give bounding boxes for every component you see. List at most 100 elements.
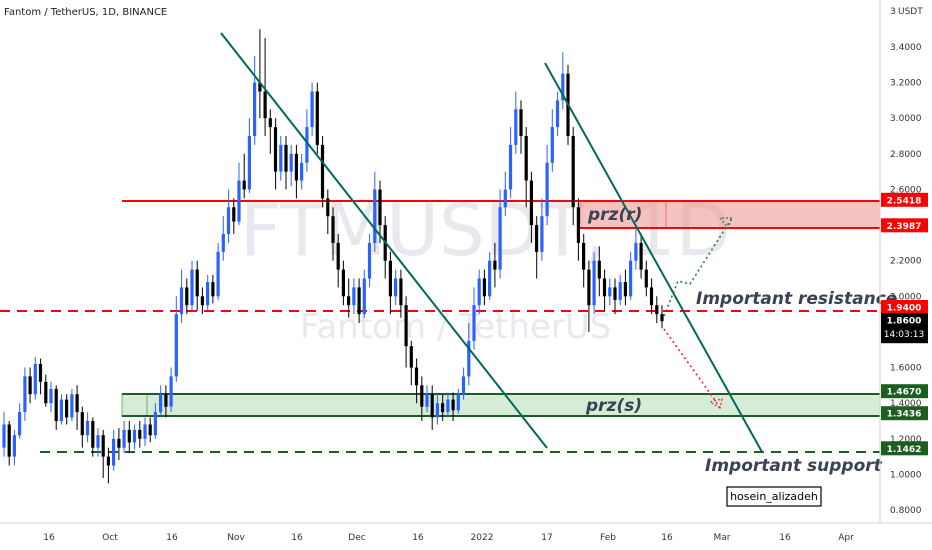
candle-up	[70, 394, 74, 418]
candle-up	[592, 260, 596, 306]
trendline-1	[220, 32, 548, 449]
candle-down	[80, 412, 84, 436]
price-tick-label: 3.2000	[890, 79, 922, 89]
time-tick-label: 2022	[471, 533, 494, 543]
candle-down	[347, 296, 351, 306]
candle-down	[258, 82, 262, 92]
author-label: hosein_alizadeh	[730, 490, 818, 503]
candle-up	[247, 136, 251, 190]
prz-resistance-label: prz(r)	[587, 205, 642, 225]
candle-up	[59, 399, 63, 421]
candle-down	[294, 153, 298, 181]
candle-up	[300, 162, 304, 181]
candle-up	[629, 260, 633, 297]
candle-up	[216, 251, 220, 297]
price-axis[interactable]: 3 USDT 3.40003.20003.00002.80002.60002.4…	[879, 0, 923, 523]
candle-up	[112, 438, 116, 466]
candle-down	[524, 136, 528, 181]
candle-up	[545, 162, 549, 217]
candle-up	[446, 399, 450, 413]
candle-down	[38, 364, 43, 382]
candle-up	[425, 394, 429, 407]
candle-down	[388, 260, 392, 297]
projection-up-arrow	[718, 217, 733, 230]
candle-down	[65, 399, 69, 418]
candle-up	[153, 412, 157, 436]
price-tick-label: 1.6000	[890, 364, 922, 374]
candle-down	[164, 394, 168, 407]
time-tick-label: Apr	[838, 533, 854, 543]
candle-down	[482, 278, 486, 297]
candle-up	[2, 424, 6, 448]
time-tick-label: 16	[779, 533, 791, 543]
candle-down	[597, 260, 601, 279]
candle-up	[237, 180, 241, 222]
candle-up	[143, 424, 147, 439]
candle-up	[279, 144, 283, 172]
candle-up	[33, 364, 37, 395]
candle-up	[540, 216, 544, 252]
time-tick-label: 16	[166, 533, 178, 543]
price-tick-label: 0.8000	[890, 506, 922, 516]
price-tag-box	[881, 300, 928, 314]
candle-down	[232, 207, 236, 222]
candle-down	[315, 91, 319, 145]
candle-up	[618, 282, 622, 300]
candle-up	[289, 153, 293, 172]
time-axis[interactable]: 16 Oct 16 Nov 16 Dec 16 2022 17 Feb 16 Mar 16 Apr	[0, 522, 932, 543]
time-tick-label: 16	[291, 533, 303, 543]
candle-up	[132, 429, 137, 443]
candle-down	[519, 109, 523, 136]
candle-up	[498, 207, 502, 270]
candle-down	[378, 189, 382, 226]
candle-up	[221, 234, 225, 252]
candle-down	[341, 269, 345, 297]
time-tick-label: 16	[43, 533, 55, 543]
price-tag-label: 1.1462	[887, 445, 922, 455]
candle-up	[477, 278, 481, 306]
candle-down	[127, 429, 131, 443]
candle-down	[430, 394, 434, 418]
candle-down	[75, 394, 79, 413]
candle-down	[639, 242, 643, 270]
prz-support-label: prz(s)	[585, 396, 642, 416]
candle-down	[320, 144, 325, 199]
candle-up	[634, 242, 638, 261]
candle-up	[49, 388, 53, 404]
price-tick-label: 2.6000	[890, 186, 922, 196]
candle-down	[399, 278, 403, 306]
candle-down	[655, 305, 659, 315]
candle-down	[44, 381, 48, 404]
candle-down	[28, 376, 32, 395]
candle-up	[508, 144, 513, 190]
time-tick-label: Oct	[102, 533, 118, 543]
candle-down	[623, 282, 627, 297]
candle-down	[644, 269, 648, 288]
candle-down	[7, 424, 11, 457]
candle-up	[179, 287, 184, 315]
candle-up	[310, 91, 314, 128]
price-tag-box	[881, 218, 928, 233]
candle-up	[555, 100, 560, 128]
candle-down	[101, 435, 105, 457]
candle-down	[148, 424, 152, 436]
trendline-2	[544, 62, 763, 453]
candle-down	[529, 180, 533, 226]
price-tag-label: 1.9400	[887, 304, 922, 314]
candle-up	[373, 189, 377, 243]
candle-down	[493, 260, 497, 270]
price-tag-box	[881, 406, 928, 421]
price-tick-label: 2.0000	[890, 292, 922, 302]
candle-up	[608, 287, 612, 297]
price-tag-box	[881, 192, 928, 207]
candle-down	[451, 399, 455, 411]
candle-down	[404, 305, 408, 347]
candle-up	[122, 429, 126, 448]
candle-up	[435, 403, 439, 418]
candle-down	[331, 216, 335, 243]
candle-up	[550, 127, 554, 163]
candle-up	[461, 376, 466, 395]
candle-down	[357, 287, 361, 315]
candle-down	[613, 287, 617, 300]
